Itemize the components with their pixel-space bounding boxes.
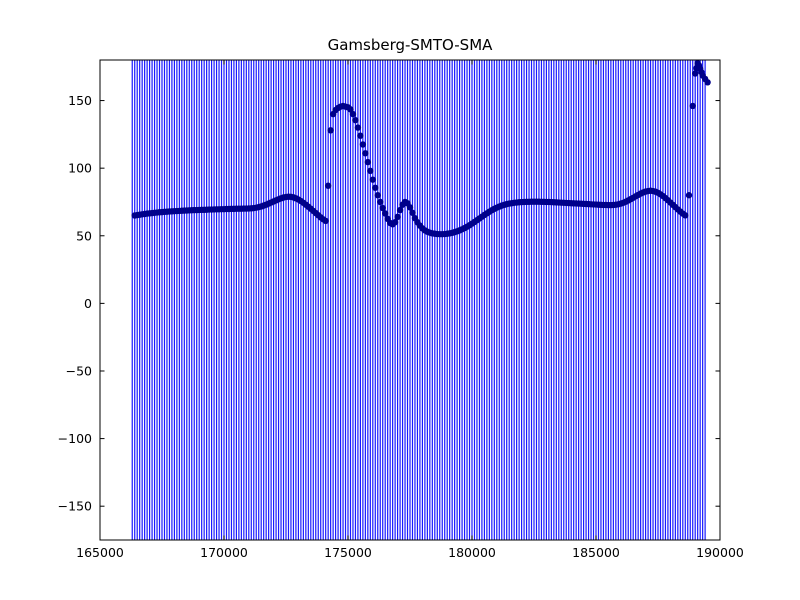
data-point [382,210,389,217]
x-tick-label: 170000 [200,545,248,560]
data-point [349,110,357,118]
data-point [377,198,384,206]
y-tick-label: 100 [68,161,92,176]
y-tick-label: −50 [66,363,92,378]
y-tick-label: −100 [58,431,92,446]
y-tick-label: 50 [76,228,92,243]
data-point [327,127,334,134]
x-tick-label: 180000 [448,545,496,560]
data-point [322,217,329,225]
data-point [396,206,404,214]
data-point [682,212,689,219]
data-points [131,60,711,238]
data-point [379,204,386,212]
data-point [372,184,379,191]
data-point [354,124,362,131]
data-point [347,106,354,113]
data-point [352,116,359,124]
data-point [685,192,693,199]
data-point [362,150,369,157]
data-point [704,79,711,86]
data-point [369,176,376,183]
x-tick-label: 190000 [696,545,744,560]
data-point [374,192,381,199]
data-point [367,167,374,175]
x-tick-label: 185000 [572,545,620,560]
x-tick-label: 175000 [324,545,372,560]
data-point [364,158,372,166]
data-point [406,204,414,211]
y-tick-label: 150 [68,93,92,108]
error-bars [131,60,706,540]
data-point [409,209,416,216]
y-tick-label: −150 [58,499,92,514]
data-point [394,213,401,221]
plot-frame [99,59,721,541]
data-point [391,219,399,226]
x-tick-label: 165000 [76,545,124,560]
data-point [692,70,699,77]
chart-title: Gamsberg-SMTO-SMA [327,36,493,54]
y-tick-label: 0 [84,296,92,311]
data-point [357,132,364,139]
data-point [689,102,696,110]
data-point [359,141,367,148]
data-point [324,182,332,189]
